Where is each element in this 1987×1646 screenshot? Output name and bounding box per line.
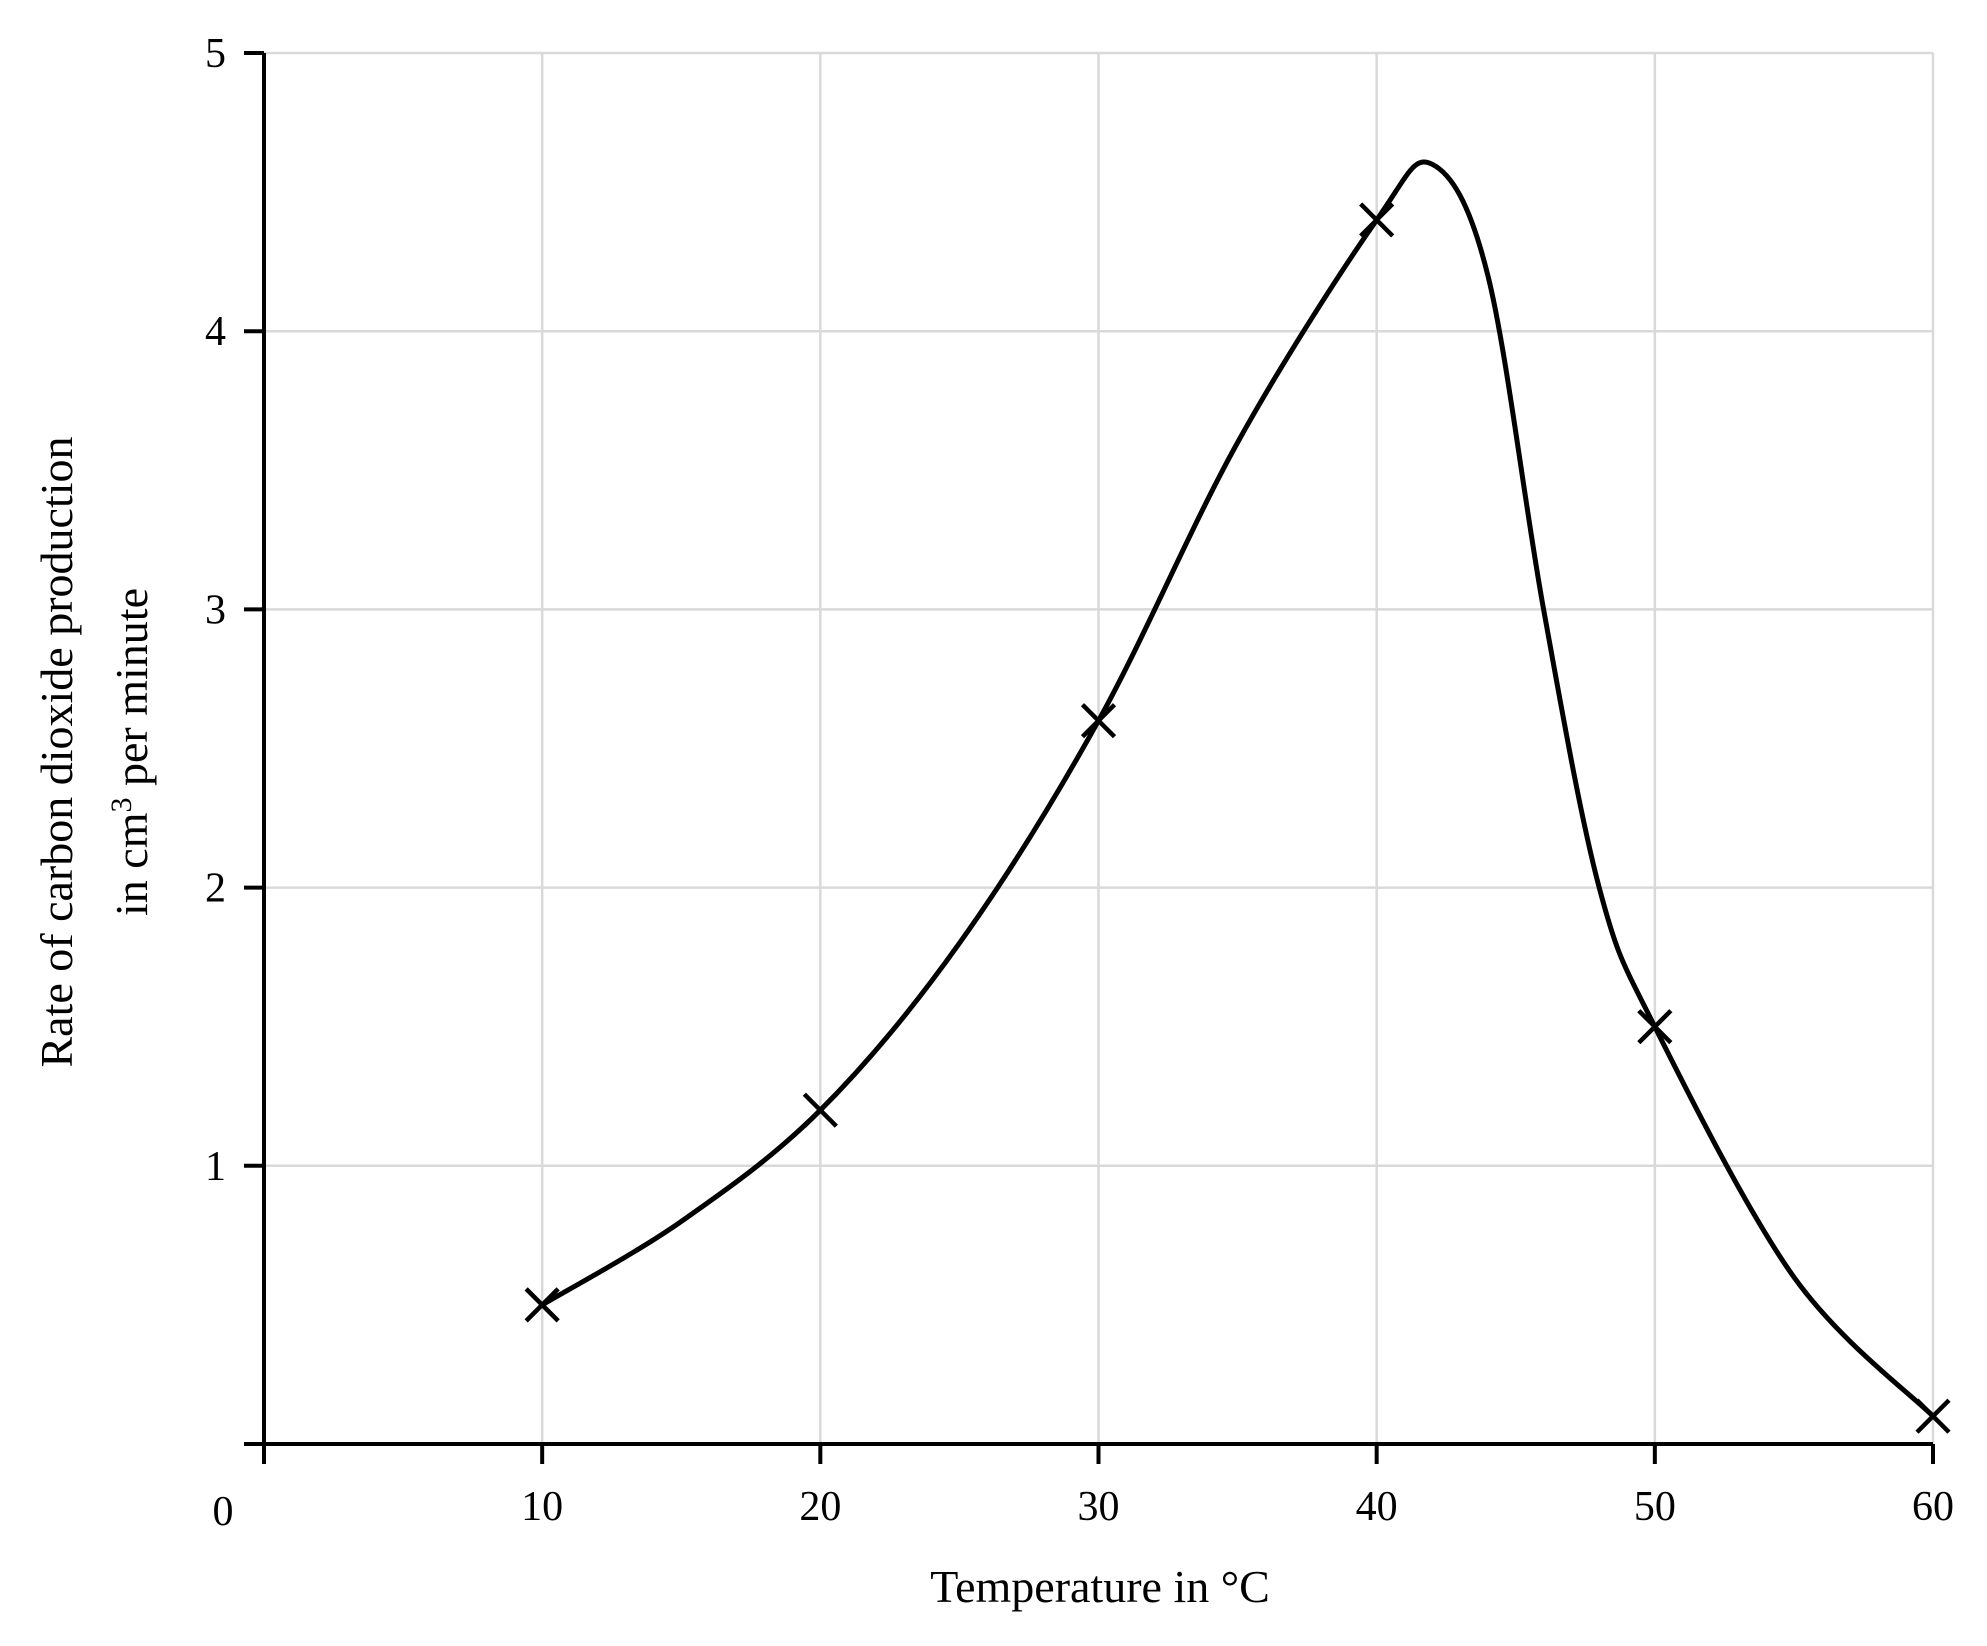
marker-stroke [802, 1092, 838, 1128]
data-point-marker [1637, 1009, 1673, 1045]
marker-stroke [524, 1287, 560, 1323]
y-axis-title-line2: in cm3 per minute [105, 588, 157, 916]
data-point-marker [802, 1092, 838, 1128]
series-curve [539, 159, 1936, 1419]
curve-layer [539, 159, 1936, 1419]
data-point-marker [524, 1287, 560, 1323]
marker-stroke [1915, 1398, 1951, 1434]
axes [244, 51, 1935, 1464]
data-point-marker [1080, 703, 1117, 739]
y-tick-label: 5 [205, 31, 226, 77]
grid [264, 51, 1935, 1444]
y-axis-title-prefix: in cm [106, 812, 157, 916]
origin-label: 0 [213, 1489, 234, 1535]
marker-stroke [1637, 1009, 1673, 1045]
x-tick-label: 10 [521, 1484, 563, 1530]
labels: 0 Temperature in °C Rate of carbon dioxi… [31, 31, 1954, 1612]
x-axis-title: Temperature in °C [930, 1561, 1270, 1612]
y-tick-label: 1 [205, 1144, 226, 1190]
y-axis-title-superscript: 3 [105, 798, 138, 813]
y-axis-title-suffix: per minute [106, 588, 157, 798]
x-tick-label: 50 [1634, 1484, 1676, 1530]
data-point-marker [1915, 1398, 1951, 1434]
data-point-marker [1359, 202, 1395, 238]
x-tick-label: 40 [1356, 1484, 1398, 1530]
x-tick-label: 30 [1078, 1484, 1120, 1530]
markers [524, 202, 1951, 1434]
marker-stroke [1080, 703, 1117, 739]
x-tick-label: 20 [799, 1484, 841, 1530]
y-axis-title-line1: Rate of carbon dioxide production [31, 436, 82, 1067]
y-tick-label: 4 [205, 309, 226, 355]
x-tick-label: 60 [1912, 1484, 1954, 1530]
y-tick-label: 3 [205, 587, 226, 633]
y-tick-label: 2 [205, 866, 226, 912]
marker-stroke [1359, 202, 1395, 238]
